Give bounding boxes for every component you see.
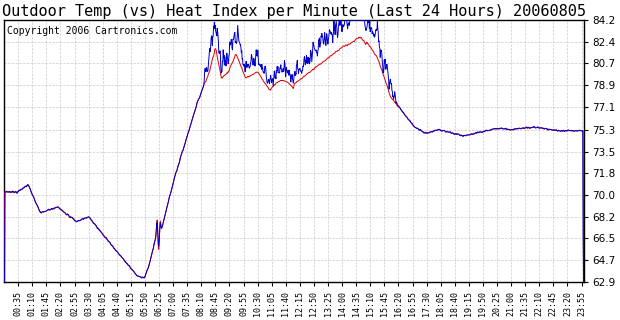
Title: Outdoor Temp (vs) Heat Index per Minute (Last 24 Hours) 20060805: Outdoor Temp (vs) Heat Index per Minute …	[2, 4, 586, 19]
Text: Copyright 2006 Cartronics.com: Copyright 2006 Cartronics.com	[7, 26, 177, 36]
